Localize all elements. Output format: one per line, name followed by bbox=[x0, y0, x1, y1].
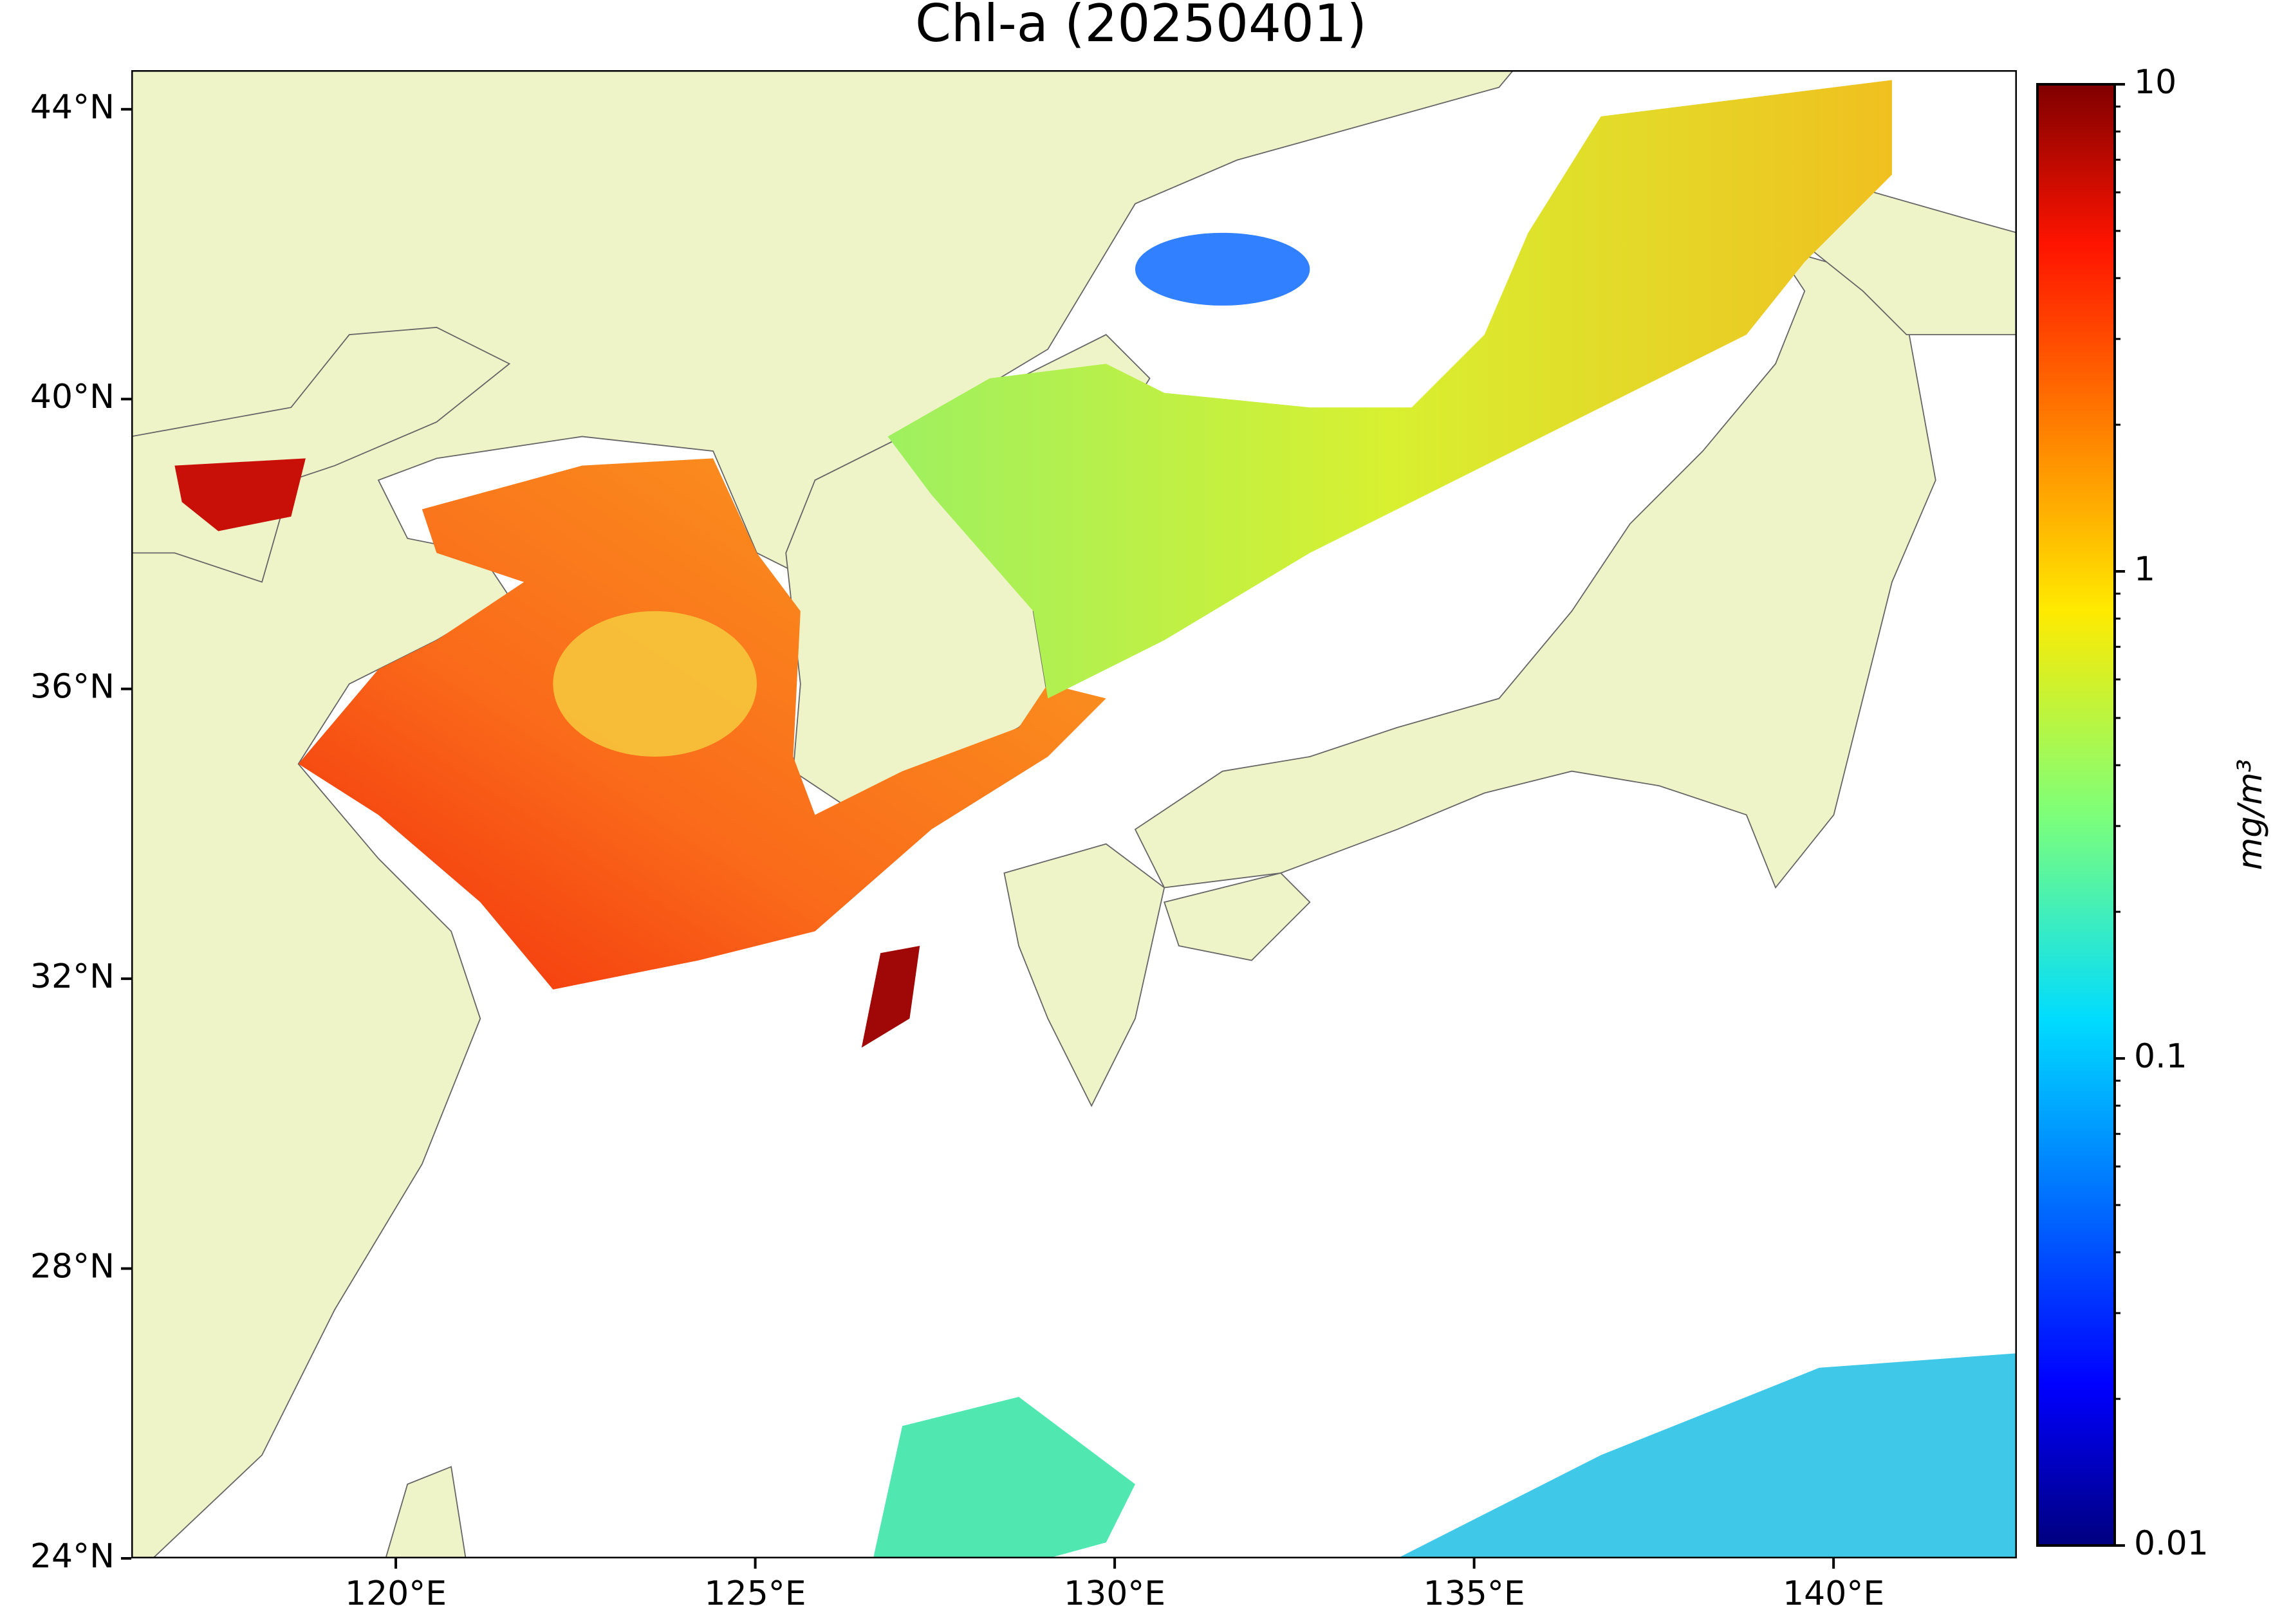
map-shapes bbox=[131, 70, 2017, 1558]
colorbar-tick-label: 10 bbox=[2134, 63, 2176, 102]
colorbar-label: mg/m³ bbox=[2231, 759, 2270, 871]
honshu bbox=[1134, 246, 1936, 889]
kyushu-bloom bbox=[861, 945, 920, 1048]
sea bbox=[152, 70, 2017, 1558]
y-tick-label: 44°N bbox=[30, 88, 115, 127]
bohai-bloom bbox=[174, 458, 306, 531]
x-tick-label: 140°E bbox=[1783, 1574, 1884, 1613]
y-tick-label: 36°N bbox=[30, 668, 115, 706]
yellow-sea-patch bbox=[553, 611, 757, 757]
y-tick-label: 28°N bbox=[30, 1248, 115, 1286]
chlorophyll bbox=[174, 80, 2017, 1558]
x-tick-label: 130°E bbox=[1064, 1574, 1165, 1613]
x-tick-label: 125°E bbox=[705, 1574, 806, 1613]
south-bloom-1 bbox=[873, 1397, 1135, 1558]
colorbar-tick-label: 1 bbox=[2134, 550, 2155, 589]
x-tick-label: 120°E bbox=[345, 1574, 447, 1613]
taiwan bbox=[385, 1466, 467, 1558]
map bbox=[131, 70, 2017, 1558]
south-bloom-2 bbox=[1397, 1353, 2017, 1558]
y-tick-label: 32°N bbox=[30, 957, 115, 996]
chart-title: Chl-a (20250401) bbox=[915, 0, 1367, 53]
hokkaido bbox=[1789, 189, 2017, 336]
y-tick-label: 24°N bbox=[30, 1537, 115, 1576]
colorbar-tick-label: 0.01 bbox=[2134, 1524, 2209, 1563]
japan-sea-bloom bbox=[887, 80, 1892, 699]
y-tick-label: 40°N bbox=[30, 378, 115, 416]
blue-patch bbox=[1135, 232, 1310, 306]
colorbar bbox=[2036, 83, 2116, 1547]
kyushu bbox=[1003, 843, 1165, 1107]
shikoku bbox=[1164, 872, 1311, 961]
x-tick-label: 135°E bbox=[1424, 1574, 1525, 1613]
colorbar-tick-label: 0.1 bbox=[2134, 1037, 2187, 1076]
